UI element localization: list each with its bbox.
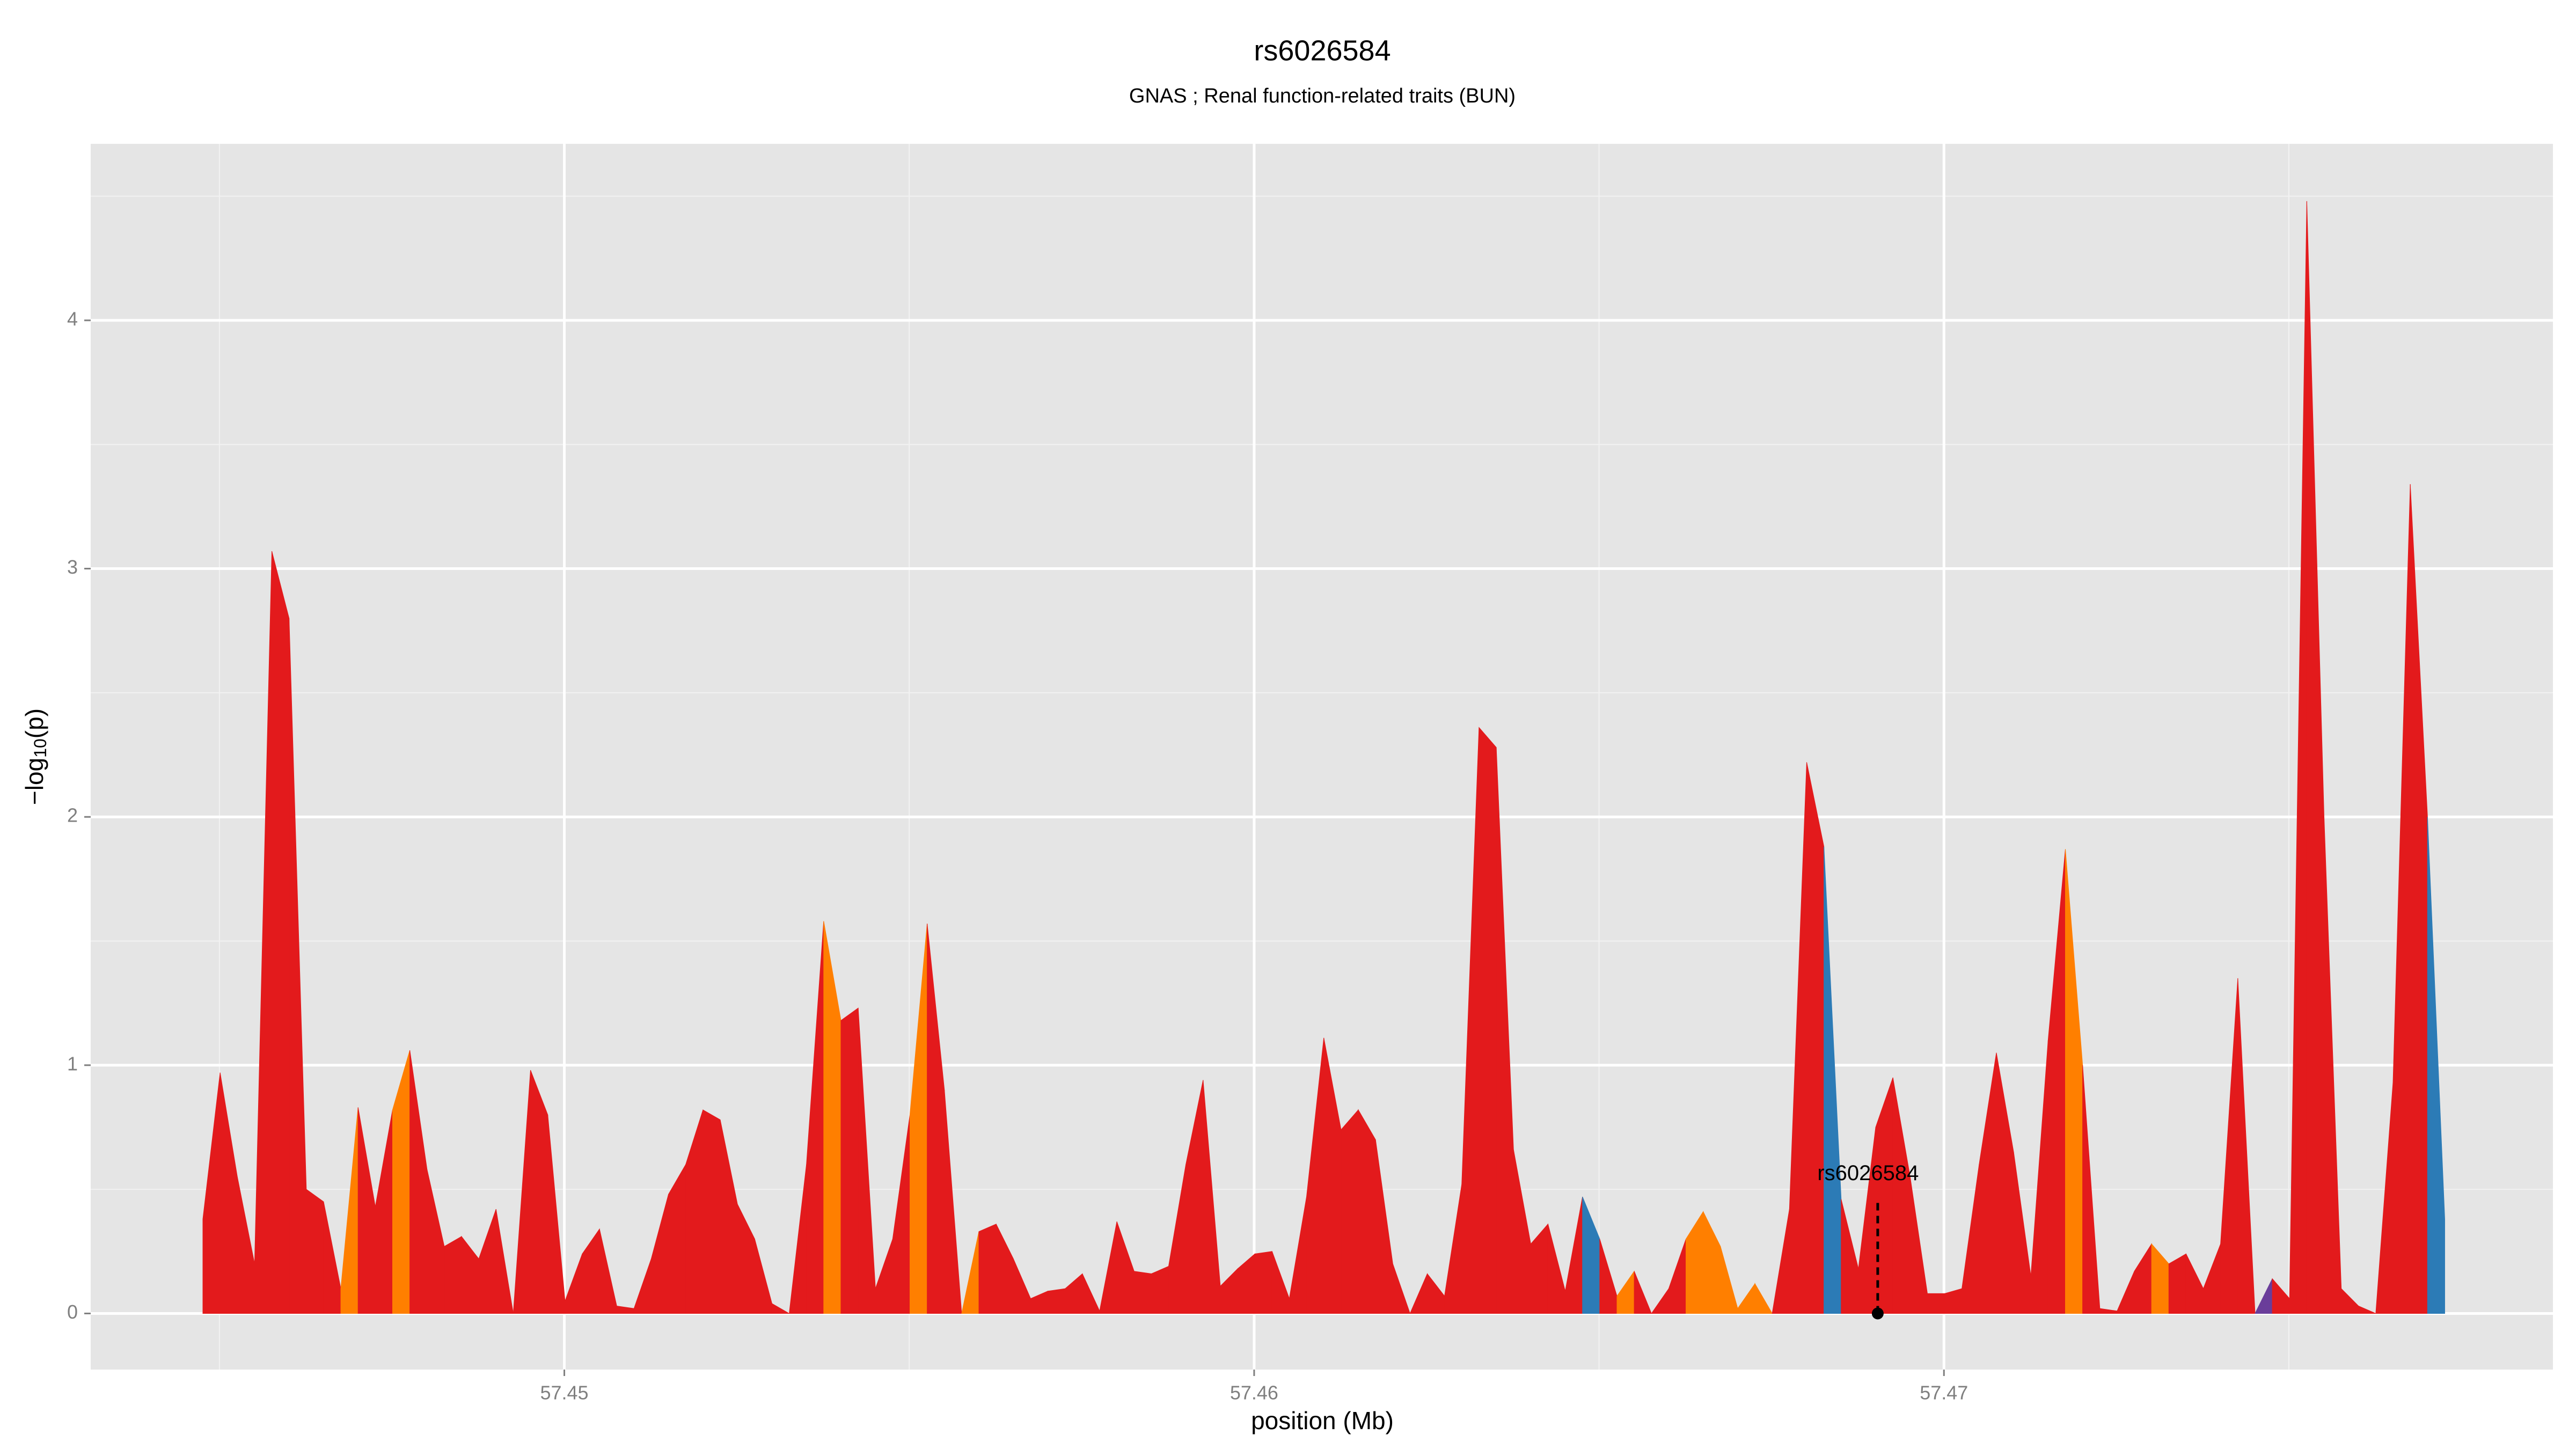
y-tick-label: 3 bbox=[67, 556, 78, 578]
area-segment bbox=[978, 1224, 997, 1314]
area-segment bbox=[944, 1090, 962, 1314]
area-segment bbox=[702, 1109, 721, 1314]
y-axis-label: −log10(p) bbox=[20, 708, 50, 805]
area-segment bbox=[2168, 1253, 2186, 1314]
area-segment bbox=[1634, 1271, 1652, 1314]
y-tick-label: 2 bbox=[67, 804, 78, 826]
y-label-part: (p) bbox=[20, 708, 48, 738]
annotation-point bbox=[1871, 1307, 1884, 1320]
chart-subtitle: GNAS ; Renal function-related traits (BU… bbox=[1129, 85, 1516, 107]
chart-title: rs6026584 bbox=[1254, 34, 1391, 67]
x-tick-label: 57.45 bbox=[540, 1382, 588, 1404]
area-segment bbox=[1151, 1265, 1169, 1314]
y-label-sub: 10 bbox=[31, 738, 50, 758]
area-segment bbox=[1358, 1109, 1376, 1314]
area-segment bbox=[771, 1303, 791, 1314]
area-segment bbox=[1479, 727, 1497, 1314]
annotation-label: rs6026584 bbox=[1817, 1161, 1919, 1185]
area-segment bbox=[306, 1189, 324, 1314]
area-segment bbox=[2237, 978, 2256, 1314]
area-segment bbox=[1133, 1271, 1152, 1314]
y-label-part: −log bbox=[20, 758, 48, 805]
area-segment bbox=[1341, 1109, 1359, 1314]
area-segment bbox=[840, 1007, 859, 1314]
area-segment bbox=[1927, 1293, 1945, 1314]
area-segment bbox=[1254, 1251, 1272, 1314]
y-tick-label: 0 bbox=[67, 1301, 78, 1323]
area-segment bbox=[272, 551, 290, 1314]
x-axis-label: position (Mb) bbox=[1251, 1407, 1394, 1435]
area-segment bbox=[1806, 762, 1825, 1314]
area-segment bbox=[1048, 1288, 1066, 1314]
x-tick-label: 57.46 bbox=[1230, 1382, 1278, 1404]
area-segment bbox=[444, 1236, 462, 1314]
area-segment bbox=[1754, 1283, 1773, 1314]
x-tick-label: 57.47 bbox=[1920, 1382, 1968, 1404]
y-tick-label: 1 bbox=[67, 1052, 78, 1074]
area-segment bbox=[2358, 1305, 2376, 1314]
area-segment bbox=[1392, 1263, 1411, 1314]
y-tick-label: 4 bbox=[67, 308, 78, 330]
area-segment bbox=[2427, 817, 2445, 1314]
area-segment bbox=[495, 1209, 514, 1314]
